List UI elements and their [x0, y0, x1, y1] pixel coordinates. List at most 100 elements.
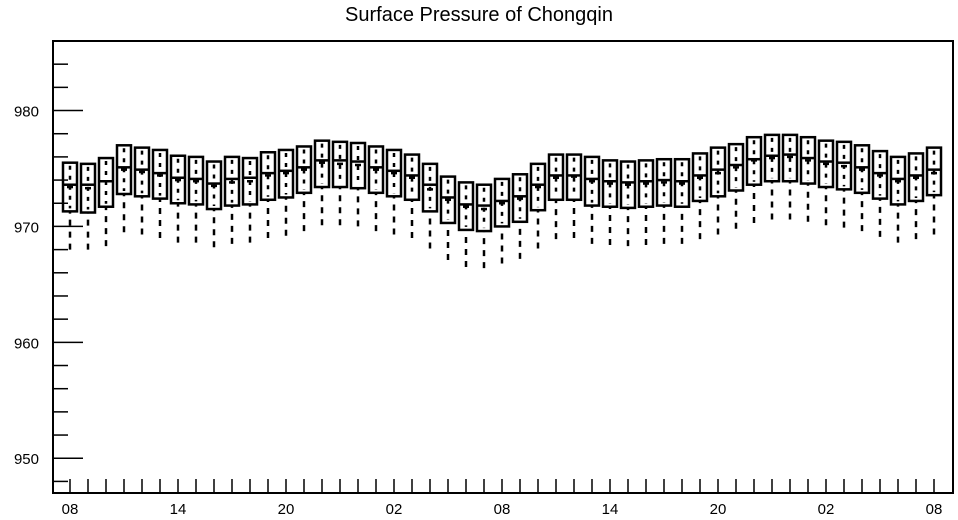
- box-body: [385, 148, 403, 198]
- box-item: [115, 144, 133, 233]
- box-body: [745, 135, 763, 186]
- box-body: [907, 152, 925, 203]
- box-item: [61, 161, 79, 250]
- box-item: [691, 152, 709, 240]
- box-item: [349, 141, 367, 227]
- box-body: [277, 148, 295, 199]
- box-body: [655, 157, 673, 207]
- box-body: [853, 144, 871, 195]
- box-item: [421, 162, 439, 249]
- chart-title: Surface Pressure of Chongqin: [345, 4, 613, 26]
- box-item: [97, 156, 115, 247]
- box-body: [601, 159, 619, 208]
- y-tick-label: 950: [14, 451, 39, 468]
- box-body: [925, 146, 943, 197]
- box-body: [619, 160, 637, 210]
- box-item: [763, 133, 781, 220]
- box-item: [151, 148, 169, 239]
- x-tick-label: 02: [818, 501, 835, 518]
- box-body: [349, 141, 367, 190]
- box-item: [817, 139, 835, 226]
- box-item: [853, 144, 871, 232]
- box-item: [889, 155, 907, 243]
- box-body: [241, 156, 259, 206]
- box-item: [565, 153, 583, 239]
- box-body: [889, 155, 907, 206]
- x-tick-label: 14: [602, 501, 619, 518]
- box-item: [475, 183, 493, 269]
- box-item: [835, 140, 853, 228]
- box-body: [835, 140, 853, 191]
- box-body: [331, 140, 349, 189]
- box-item: [583, 155, 601, 244]
- box-item: [709, 146, 727, 235]
- box-body: [529, 162, 547, 212]
- box-item: [601, 159, 619, 245]
- box-item: [673, 157, 691, 244]
- box-body: [511, 173, 529, 224]
- box-item: [547, 153, 565, 240]
- box-item: [781, 133, 799, 220]
- box-item: [295, 145, 313, 232]
- box-item: [511, 173, 529, 259]
- x-tick-label: 08: [62, 501, 79, 518]
- box-item: [169, 154, 187, 243]
- box-item: [439, 175, 457, 261]
- y-tick-label: 970: [14, 219, 39, 236]
- x-tick-label: 20: [710, 501, 727, 518]
- box-body: [457, 181, 475, 232]
- box-body: [421, 162, 439, 213]
- box-body: [493, 177, 511, 228]
- box-item: [331, 140, 349, 226]
- box-body: [133, 146, 151, 198]
- box-body: [673, 157, 691, 208]
- y-tick-label: 960: [14, 335, 39, 352]
- box-body: [223, 155, 241, 207]
- plot-frame: [52, 40, 954, 494]
- box-body: [727, 142, 745, 192]
- box-body: [565, 153, 583, 202]
- x-tick-label: 14: [170, 501, 187, 518]
- x-tick-label: 20: [278, 501, 295, 518]
- x-tick-label: 08: [926, 501, 943, 518]
- box-body: [871, 149, 889, 200]
- box-body: [781, 133, 799, 183]
- box-item: [529, 162, 547, 249]
- box-body: [313, 139, 331, 189]
- box-body: [115, 144, 133, 196]
- box-item: [871, 149, 889, 237]
- box-body: [583, 155, 601, 207]
- box-body: [799, 135, 817, 185]
- box-body: [79, 162, 97, 214]
- x-axis: 08 14 20 02 08 14 20 02 08: [62, 479, 943, 518]
- box-body: [205, 160, 223, 211]
- box-item: [79, 162, 97, 250]
- box-item: [385, 148, 403, 235]
- box-item: [133, 146, 151, 235]
- box-item: [403, 153, 421, 239]
- box-body: [691, 152, 709, 203]
- box-body: [547, 153, 565, 202]
- box-body: [637, 159, 655, 208]
- box-body: [367, 145, 385, 195]
- box-item: [493, 177, 511, 264]
- box-item: [925, 146, 943, 235]
- box-item: [457, 181, 475, 267]
- x-tick-label: 02: [386, 501, 403, 518]
- x-tick-label: 08: [494, 501, 511, 518]
- box-item: [259, 151, 277, 239]
- box-body: [169, 154, 187, 205]
- box-item: [187, 155, 205, 243]
- box-body: [709, 146, 727, 198]
- y-axis: 950 960 970 980: [14, 40, 83, 483]
- box-item: [655, 157, 673, 244]
- y-tick-label: 980: [14, 104, 39, 121]
- box-item: [367, 145, 385, 232]
- box-body: [61, 161, 79, 213]
- box-item: [637, 159, 655, 245]
- boxes-group: [61, 133, 943, 269]
- box-body: [259, 151, 277, 202]
- box-item: [907, 152, 925, 240]
